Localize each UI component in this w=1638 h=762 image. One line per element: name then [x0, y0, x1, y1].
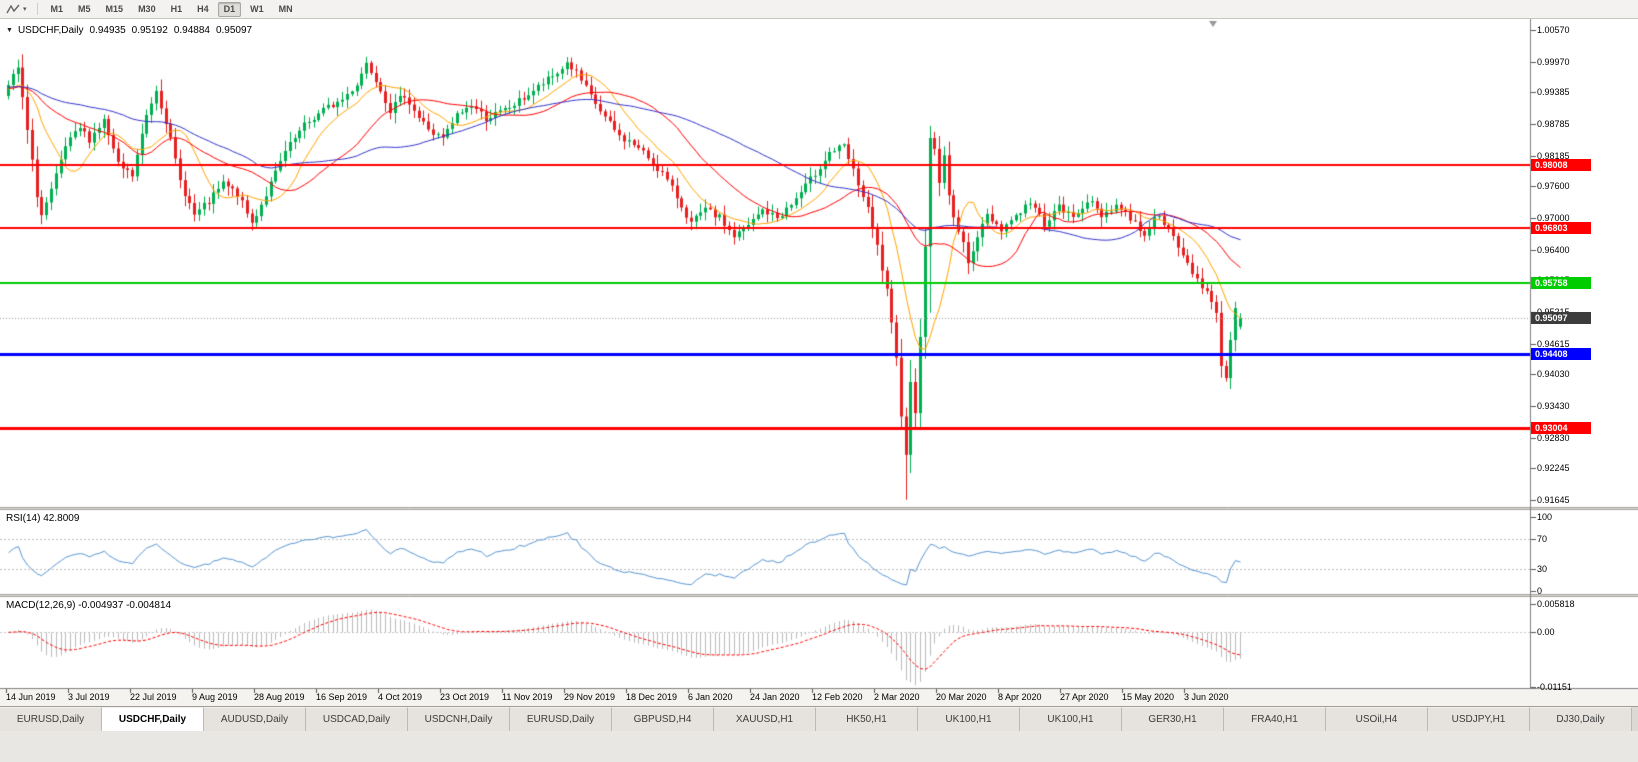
- macd-scale-label: 0.005818: [1537, 599, 1575, 610]
- ohlc-low: 0.94884: [173, 25, 210, 36]
- timeframe-button-w1[interactable]: W1: [250, 3, 264, 14]
- tab-fra40-h1[interactable]: FRA40,H1: [1224, 707, 1326, 731]
- timeframe-button-h4[interactable]: H4: [197, 3, 209, 14]
- current-price-tag: 0.95097: [1531, 312, 1591, 324]
- date-label: 2 Mar 2020: [874, 692, 920, 702]
- level-price-tag: 0.96803: [1531, 222, 1591, 234]
- tab-audusd-daily[interactable]: AUDUSD,Daily: [204, 707, 306, 731]
- tab-uk100-h1[interactable]: UK100,H1: [918, 707, 1020, 731]
- date-label: 28 Aug 2019: [254, 692, 305, 702]
- price-scale-label: 0.98185: [1537, 150, 1570, 161]
- tab-gbpusd-h4[interactable]: GBPUSD,H4: [612, 707, 714, 731]
- collapse-arrow-icon[interactable]: ▼: [6, 27, 13, 34]
- time-axis[interactable]: 14 Jun 2019 3 Jul 2019 22 Jul 2019 9 Aug 20…: [0, 688, 1530, 706]
- level-price-tag: 0.94408: [1531, 348, 1591, 360]
- level-price-tag: 0.98008: [1531, 159, 1591, 171]
- dropdown-caret-icon[interactable]: ▾: [23, 6, 27, 13]
- tab-usdcad-daily[interactable]: USDCAD,Daily: [306, 707, 408, 731]
- ohlc-high: 0.95192: [131, 25, 168, 36]
- macd-scale-label: -0.01151: [1537, 682, 1572, 693]
- tab-usdcnh-daily[interactable]: USDCNH,Daily: [408, 707, 510, 731]
- rsi-scale-label: 100: [1537, 512, 1553, 522]
- line-tools-icon[interactable]: [4, 3, 21, 16]
- rsi-scale-label: 30: [1537, 563, 1548, 574]
- date-label: 11 Nov 2019: [502, 692, 553, 702]
- price-scale-label: 0.96400: [1537, 244, 1570, 255]
- date-label: 24 Jan 2020: [750, 692, 800, 702]
- date-label: 8 Apr 2020: [998, 692, 1042, 702]
- chart-ohlc-header: ▼ USDCHF,Daily 0.94935 0.95192 0.94884 0…: [6, 25, 252, 36]
- level-price-tag: 0.93004: [1531, 422, 1591, 434]
- price-scale-label: 1.00570: [1537, 25, 1570, 35]
- tab-eurusd-daily[interactable]: EURUSD,Daily: [510, 707, 612, 731]
- date-label: 6 Jan 2020: [688, 692, 733, 702]
- date-label: 12 Feb 2020: [812, 692, 863, 702]
- zigzag-line-icon: [5, 4, 20, 14]
- toolbar-separator: [36, 3, 38, 15]
- level-price-tag: 0.95758: [1531, 277, 1591, 289]
- price-chart-canvas[interactable]: [0, 18, 1638, 706]
- date-label: 23 Oct 2019: [440, 692, 490, 702]
- date-label: 27 Apr 2020: [1060, 692, 1109, 702]
- price-scale-label: 0.97600: [1537, 181, 1570, 192]
- price-scale-label: 0.99385: [1537, 87, 1570, 98]
- date-label: 20 Mar 2020: [936, 692, 987, 702]
- price-scale[interactable]: 1.00570 0.99970 0.99385 0.98785 0.98185 0.976…: [1531, 18, 1638, 692]
- tab-ger30-h1[interactable]: GER30,H1: [1122, 707, 1224, 731]
- rsi-scale-label: 70: [1537, 534, 1548, 545]
- price-scale-label: 0.94030: [1537, 369, 1570, 380]
- date-label: 3 Jun 2020: [1184, 692, 1229, 702]
- tab-xauusd-h1[interactable]: XAUUSD,H1: [714, 707, 816, 731]
- date-label: 16 Sep 2019: [316, 692, 368, 702]
- tab-usdjpy-h1[interactable]: USDJPY,H1: [1428, 707, 1530, 731]
- date-label: 18 Dec 2019: [626, 692, 678, 702]
- timeframe-button-mn[interactable]: MN: [278, 3, 293, 14]
- timeframe-button-m30[interactable]: M30: [138, 3, 156, 14]
- price-scale-label: 0.92830: [1537, 432, 1570, 443]
- tab-usdchf-daily[interactable]: USDCHF,Daily: [102, 707, 204, 731]
- tab-dj30-daily[interactable]: DJ30,Daily: [1530, 707, 1632, 731]
- tab-uk100-h1[interactable]: UK100,H1: [1020, 707, 1122, 731]
- timeframe-button-m1[interactable]: M1: [50, 3, 64, 14]
- price-scale-label: 0.94615: [1537, 338, 1570, 349]
- date-label: 9 Aug 2019: [192, 692, 238, 702]
- chart-symbol: USDCHF,Daily: [17, 25, 84, 36]
- price-scale-label: 0.98785: [1537, 118, 1570, 129]
- macd-indicator-label: MACD(12,26,9) -0.004937 -0.004814: [6, 600, 172, 611]
- date-label: 4 Oct 2019: [378, 692, 423, 702]
- price-scale-label: 0.99970: [1537, 56, 1570, 67]
- date-label: 22 Jul 2019: [130, 692, 177, 702]
- price-scale-label: 0.93430: [1537, 400, 1570, 411]
- rsi-indicator-label: RSI(14) 42.8009: [6, 513, 80, 524]
- chart-window: ▼ USDCHF,Daily 0.94935 0.95192 0.94884 0…: [0, 18, 1638, 706]
- date-label: 15 May 2020: [1122, 692, 1175, 702]
- date-label: 14 Jun 2019: [6, 692, 56, 702]
- tab-usoil-h4[interactable]: USOil,H4: [1326, 707, 1428, 731]
- price-scale-label: 0.97000: [1537, 212, 1570, 223]
- rsi-scale-label: 0: [1537, 586, 1543, 596]
- ohlc-open: 0.94935: [89, 25, 126, 36]
- date-label: 3 Jul 2019: [68, 692, 110, 702]
- ohlc-close: 0.95097: [215, 25, 253, 36]
- timeframe-button-m5[interactable]: M5: [78, 3, 91, 14]
- price-scale-label: 0.95215: [1537, 307, 1570, 317]
- timeframe-buttons: M1 M5 M15 M30 H1 H4 D1 W1 MN: [45, 1, 299, 17]
- top-toolbar: ▾ M1 M5 M15 M30 H1 H4 D1 W1 MN: [0, 0, 1638, 19]
- tab-hk50-h1[interactable]: HK50,H1: [816, 707, 918, 731]
- timeframe-button-h1[interactable]: H1: [170, 3, 183, 14]
- timeframe-button-m15[interactable]: M15: [105, 3, 124, 14]
- price-scale-label: 0.92245: [1537, 463, 1570, 474]
- timeframe-button-d1[interactable]: D1: [217, 1, 242, 17]
- date-label: 29 Nov 2019: [564, 692, 616, 702]
- macd-scale-label: 0.00: [1537, 627, 1555, 637]
- chart-tab-bar: EURUSD,Daily USDCHF,Daily AUDUSD,Daily USDC…: [0, 706, 1638, 731]
- tab-eurusd-daily[interactable]: EURUSD,Daily: [0, 707, 102, 731]
- price-scale-label: 0.91645: [1537, 494, 1570, 505]
